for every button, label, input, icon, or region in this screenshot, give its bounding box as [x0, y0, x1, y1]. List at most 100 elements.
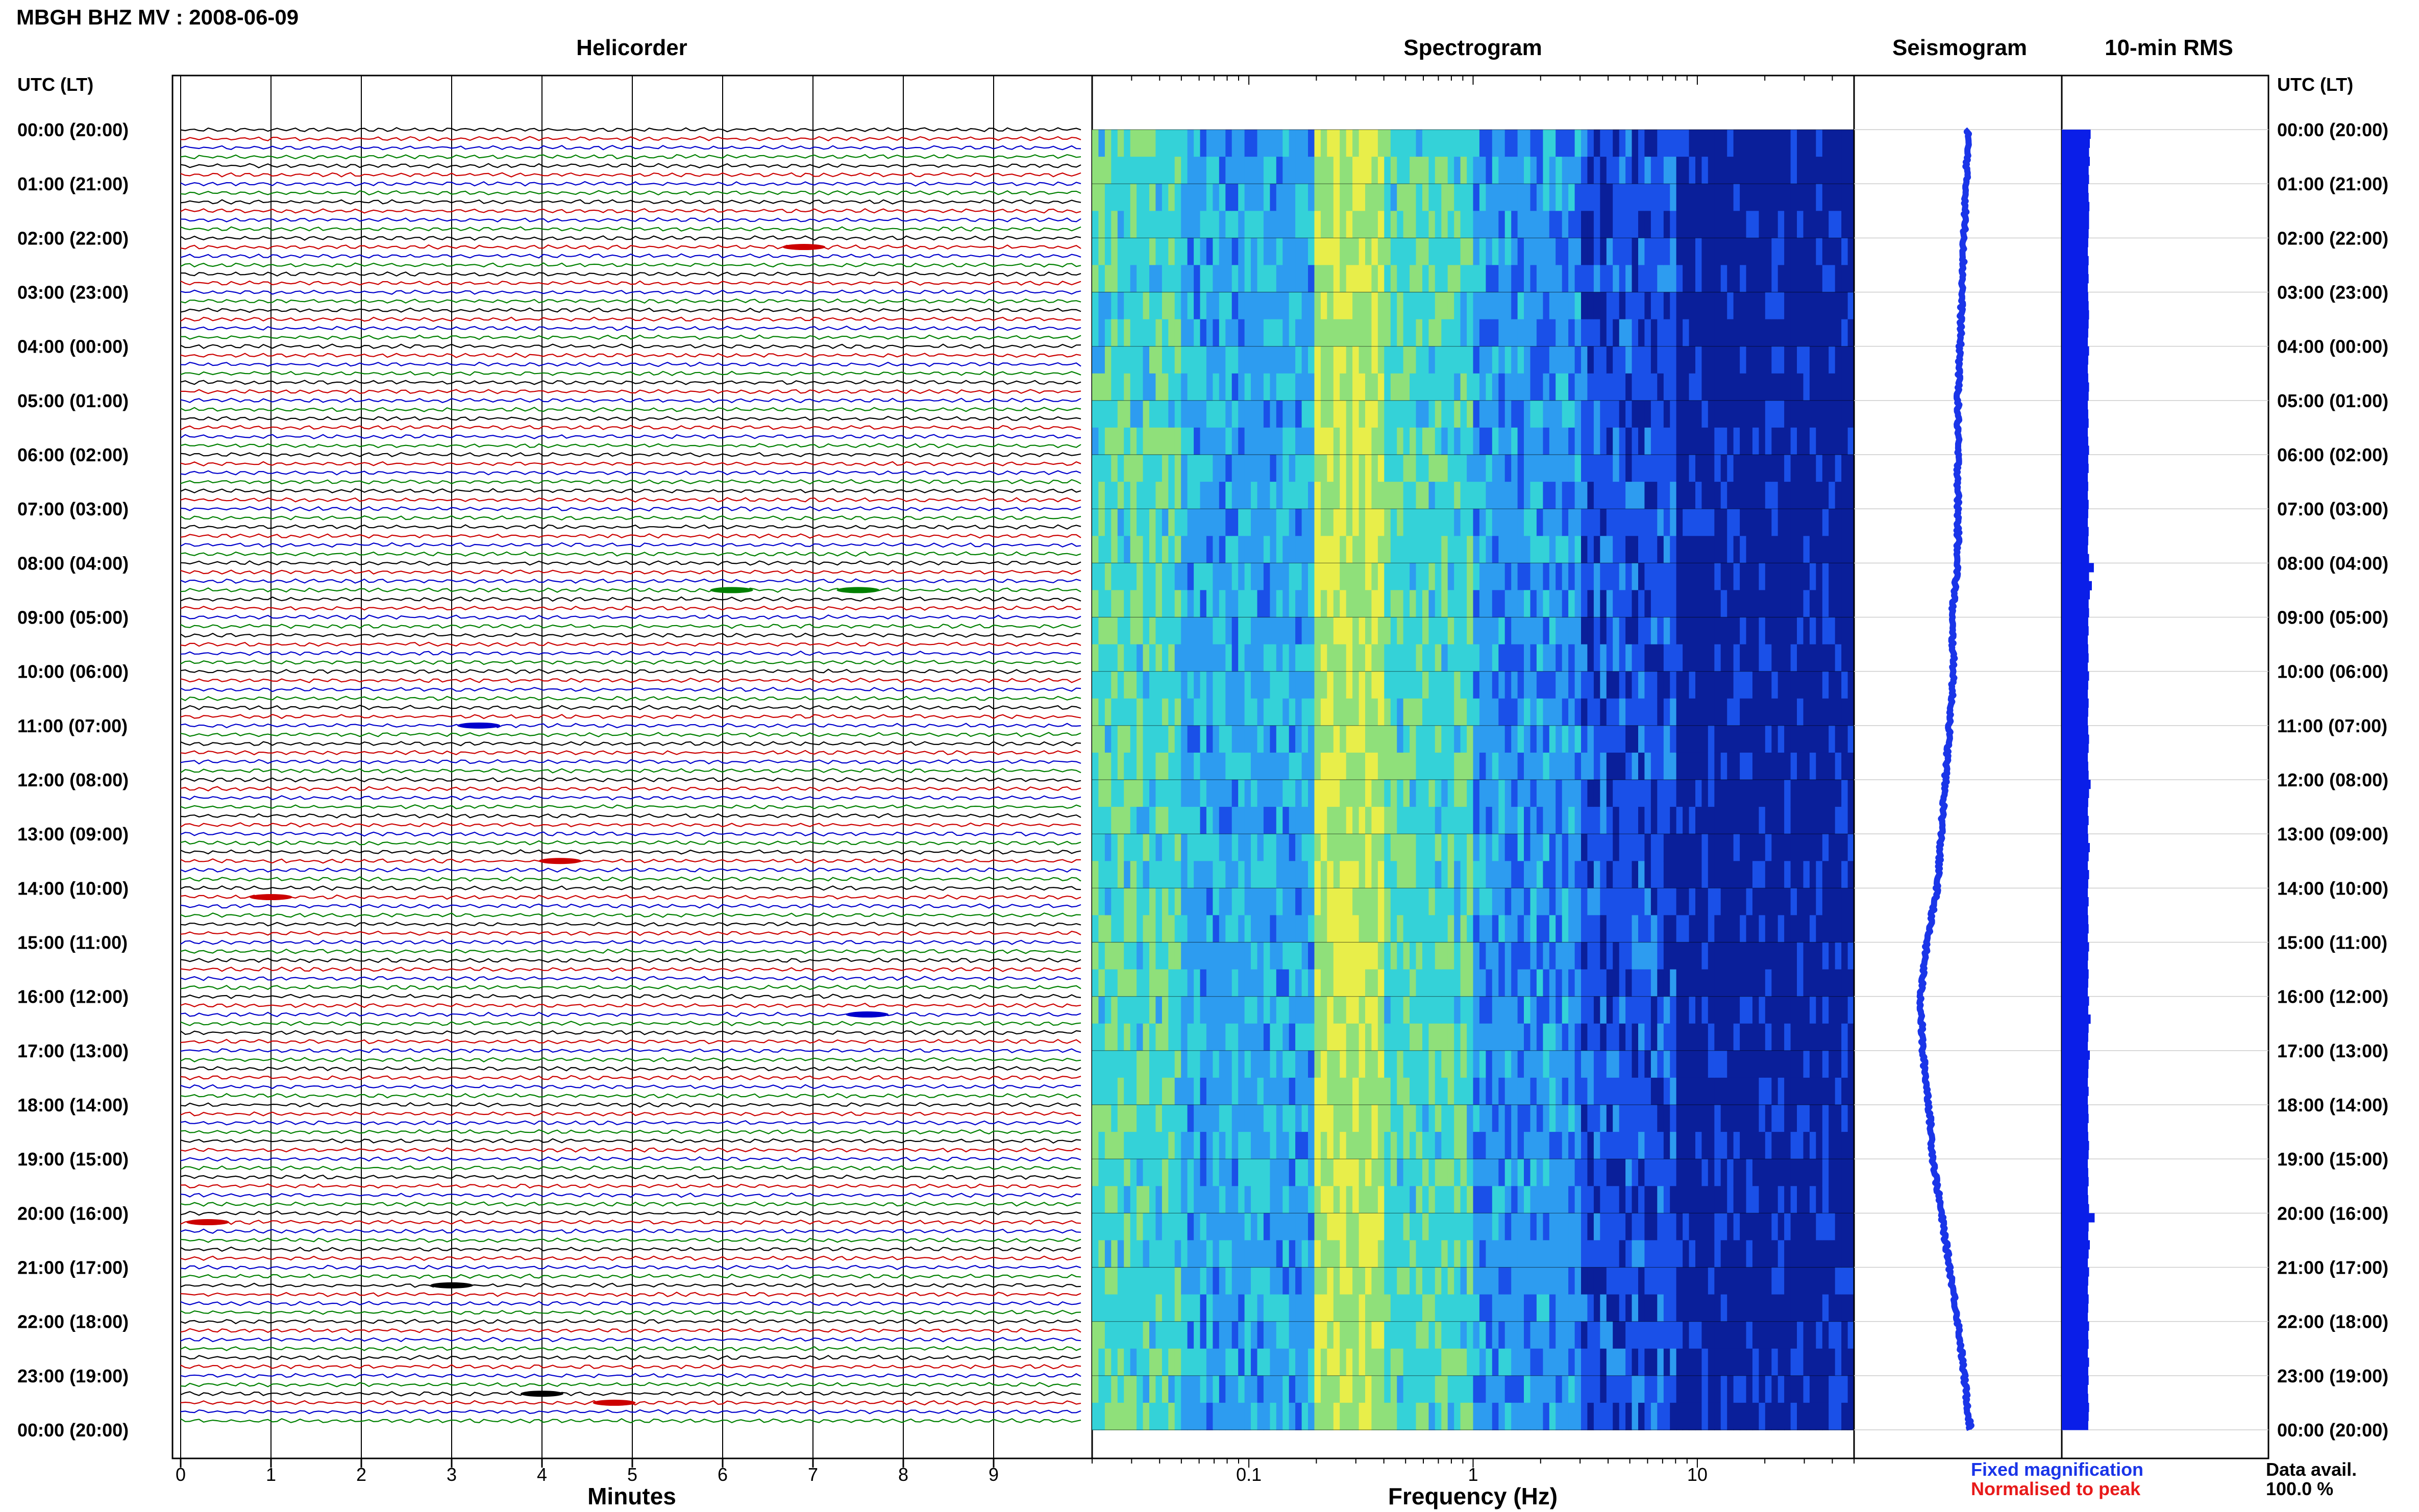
spectrogram-cell: [1137, 400, 1144, 428]
spectrogram-cell: [1454, 671, 1461, 699]
spectrogram-cell: [1213, 1105, 1220, 1132]
spectrogram-cell: [1384, 1077, 1391, 1105]
spectrogram-cell: [1644, 1375, 1651, 1403]
spectrogram-cell: [1320, 807, 1328, 834]
spectrogram-cell: [1479, 617, 1487, 645]
spectrogram-cell: [1301, 807, 1309, 834]
spectrogram-cell: [1206, 888, 1214, 916]
spectrogram-cell: [1390, 292, 1397, 320]
spectrogram-cell: [1613, 590, 1620, 618]
spectrogram-cell: [1632, 861, 1639, 889]
spectrogram-cell: [1314, 184, 1321, 212]
spectrogram-cell: [1562, 184, 1569, 212]
spectrogram-cell: [1352, 1375, 1360, 1403]
spectrogram-cell: [1104, 807, 1112, 834]
spectrogram-cell: [1168, 211, 1175, 239]
spectrogram-cell: [1346, 1321, 1353, 1349]
spectrogram-cell: [1670, 184, 1677, 212]
spectrogram-cell: [1689, 400, 1696, 428]
spectrogram-cell: [1701, 644, 1709, 672]
spectrogram-cell: [1486, 427, 1493, 455]
spectrogram-cell: [1543, 184, 1550, 212]
spectrogram-cell: [1327, 509, 1334, 537]
spectrogram-cell: [1689, 509, 1696, 537]
spectrogram-cell: [1701, 455, 1709, 482]
spectrogram-cell: [1619, 1240, 1626, 1268]
spectrogram-cell: [1352, 861, 1360, 889]
spectrogram-cell: [1714, 725, 1721, 753]
spectrogram-cell: [1504, 780, 1512, 807]
spectrogram-cell: [1333, 536, 1340, 564]
spectrogram-cell: [1231, 265, 1239, 293]
spectrogram-cell: [1365, 671, 1372, 699]
spectrogram-cell: [1714, 590, 1721, 618]
spectrogram-cell: [1714, 130, 1721, 157]
spectrogram-cell: [1416, 1402, 1423, 1430]
spectrogram-cell: [1104, 373, 1112, 401]
spectrogram-cell: [1244, 1375, 1251, 1403]
spectrogram-cell: [1168, 427, 1175, 455]
spectrogram-cell: [1435, 1105, 1442, 1132]
spectrogram-cell: [1377, 482, 1385, 509]
spectrogram-cell: [1263, 888, 1271, 916]
spectrogram-cell: [1397, 942, 1404, 970]
spectrogram-cell: [1174, 211, 1181, 239]
spectrogram-cell: [1352, 346, 1360, 374]
spectrogram-cell: [1428, 969, 1436, 997]
spectrogram-cell: [1479, 1240, 1487, 1268]
spectrogram-cell: [1143, 1240, 1150, 1268]
spectrogram-cell: [1098, 996, 1105, 1024]
spectrogram-cell: [1549, 482, 1556, 509]
spectrogram-cell: [1187, 482, 1194, 509]
spectrogram-cell: [1410, 725, 1417, 753]
spectrogram-cell: [1295, 1159, 1302, 1187]
spectrogram-cell: [1638, 1023, 1645, 1051]
spectrogram-cell: [1359, 211, 1366, 239]
spectrogram-cell: [1162, 373, 1169, 401]
spectrogram-cell: [1670, 455, 1677, 482]
spectrogram-cell: [1683, 373, 1690, 401]
spectrogram-cell: [1650, 671, 1658, 699]
spectrogram-cell: [1701, 915, 1709, 943]
spectrogram-cell: [1632, 184, 1639, 212]
spectrogram-cell: [1543, 536, 1550, 564]
spectrogram-cell: [1701, 888, 1709, 916]
spectrogram-cell: [1187, 617, 1194, 645]
spectrogram-cell: [1092, 1105, 1099, 1132]
spectrogram-cell: [1276, 807, 1283, 834]
spectrogram-cell: [1473, 157, 1480, 184]
spectrogram-cell: [1289, 1348, 1296, 1376]
spectrogram-cell: [1625, 455, 1633, 482]
spectrogram-cell: [1498, 1213, 1505, 1241]
spectrogram-cell: [1263, 969, 1271, 997]
spectrogram-cell: [1416, 996, 1423, 1024]
spectrogram-cell: [1479, 1077, 1487, 1105]
helicorder-trace: [180, 921, 1081, 927]
spectrogram-cell: [1225, 563, 1232, 591]
spectrogram-cell: [1498, 563, 1505, 591]
spectrogram-cell: [1168, 509, 1175, 537]
spectrogram-cell: [1593, 1050, 1601, 1078]
spectrogram-cell: [1130, 346, 1137, 374]
spectrogram-cell: [1632, 780, 1639, 807]
spectrogram-cell: [1479, 1050, 1487, 1078]
spectrogram-cell: [1473, 130, 1480, 157]
spectrogram-cell: [1174, 1321, 1181, 1349]
spectrogram-cell: [1371, 130, 1378, 157]
spectrogram-cell: [1410, 292, 1417, 320]
spectrogram-cell: [1600, 1240, 1607, 1268]
spectrogram-cell: [1346, 1402, 1353, 1430]
spectrogram-cell: [1593, 1105, 1601, 1132]
spectrogram-cell: [1162, 807, 1169, 834]
spectrogram-cell: [1270, 1321, 1277, 1349]
spectrogram-cell: [1441, 238, 1448, 266]
spectrogram-cell: [1619, 1105, 1626, 1132]
spectrogram-cell: [1346, 807, 1353, 834]
spectrogram-cell: [1270, 400, 1277, 428]
spectrogram-cell: [1143, 346, 1150, 374]
helicorder-trace: [180, 389, 1081, 394]
spectrogram-cell: [1467, 1240, 1474, 1268]
spectrogram-cell: [1574, 1132, 1582, 1159]
spectrogram-cell: [1619, 536, 1626, 564]
spectrogram-cell: [1397, 427, 1404, 455]
